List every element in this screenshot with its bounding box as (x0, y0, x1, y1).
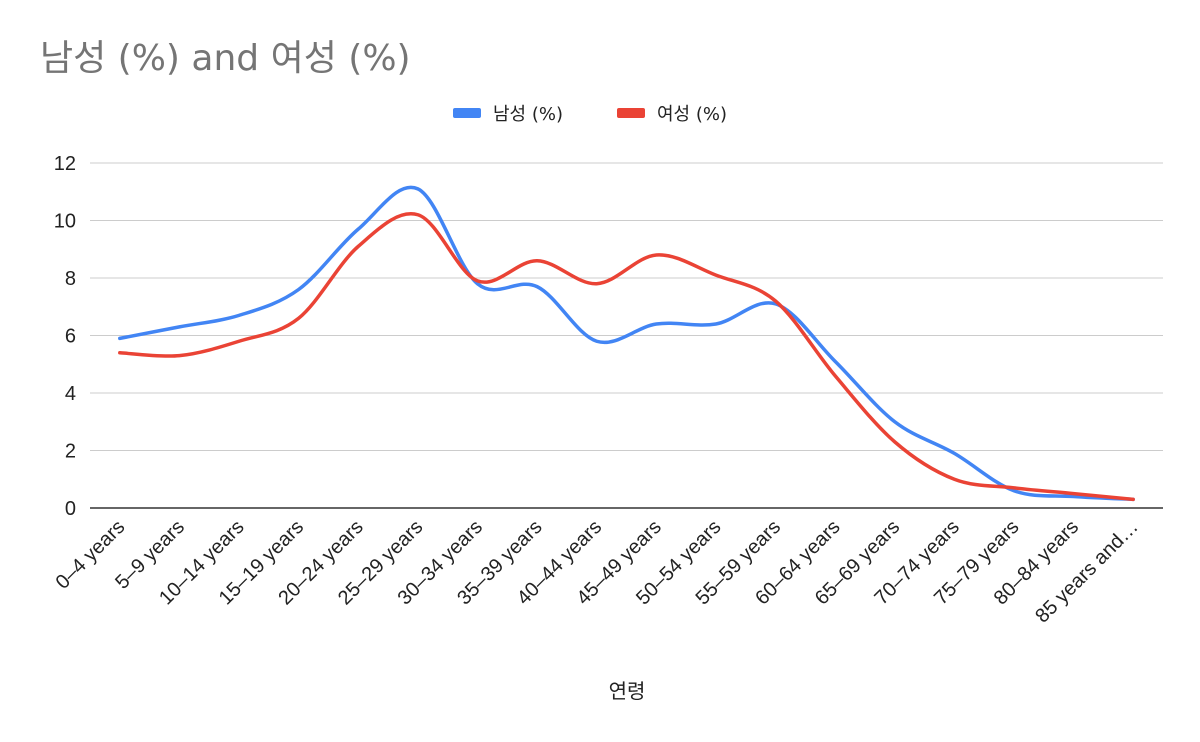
legend-item-male[interactable]: 남성 (%) (453, 104, 563, 125)
y-tick-label: 10 (54, 211, 76, 233)
series-line-male[interactable] (118, 185, 1135, 502)
data-point-male[interactable] (413, 184, 423, 194)
data-point-female[interactable] (711, 270, 721, 280)
gridlines (90, 162, 1163, 509)
data-point-female[interactable] (1128, 494, 1138, 504)
data-point-female[interactable] (234, 336, 244, 346)
y-tick-label: 12 (54, 153, 76, 175)
data-point-male[interactable] (711, 319, 721, 329)
chart-title: 남성 (%) and 여성 (%) (40, 38, 411, 79)
data-point-female[interactable] (949, 474, 959, 484)
data-point-male[interactable] (115, 333, 125, 343)
legend-label-male: 남성 (%) (493, 104, 563, 125)
series-line-female[interactable] (118, 212, 1135, 502)
data-point-female[interactable] (1009, 483, 1019, 493)
data-point-female[interactable] (651, 250, 661, 260)
data-point-male[interactable] (890, 417, 900, 427)
y-tick-label: 4 (65, 383, 76, 405)
data-point-female[interactable] (174, 351, 184, 361)
data-point-male[interactable] (353, 224, 363, 234)
data-point-female[interactable] (413, 210, 423, 220)
series-lines (115, 184, 1138, 504)
data-point-female[interactable] (353, 241, 363, 251)
data-point-male[interactable] (234, 310, 244, 320)
legend-swatch-male (453, 108, 481, 118)
data-point-female[interactable] (771, 296, 781, 306)
data-point-female[interactable] (830, 371, 840, 381)
data-point-male[interactable] (830, 356, 840, 366)
legend-label-female: 여성 (%) (657, 104, 727, 125)
x-tick-label: 85 years and… (1031, 516, 1142, 627)
data-point-female[interactable] (890, 437, 900, 447)
legend-swatch-female (617, 108, 645, 118)
y-tick-label: 8 (65, 268, 76, 290)
data-point-male[interactable] (532, 282, 542, 292)
y-axis-ticks: 0 2 4 6 8 10 12 (54, 153, 76, 520)
data-point-female[interactable] (115, 348, 125, 358)
data-point-male[interactable] (174, 322, 184, 332)
y-tick-label: 6 (65, 326, 76, 348)
data-point-female[interactable] (1069, 489, 1079, 499)
data-point-male[interactable] (294, 285, 304, 295)
data-point-female[interactable] (294, 313, 304, 323)
legend: 남성 (%) 여성 (%) (453, 104, 727, 125)
data-point-female[interactable] (532, 256, 542, 266)
x-axis-label: 연령 (609, 679, 646, 703)
data-point-female[interactable] (472, 276, 482, 286)
data-point-male[interactable] (592, 336, 602, 346)
y-tick-label: 0 (65, 498, 76, 520)
y-tick-label: 2 (65, 441, 76, 463)
data-point-male[interactable] (949, 448, 959, 458)
legend-item-female[interactable]: 여성 (%) (617, 104, 727, 125)
data-point-male[interactable] (651, 319, 661, 329)
data-point-female[interactable] (592, 279, 602, 289)
